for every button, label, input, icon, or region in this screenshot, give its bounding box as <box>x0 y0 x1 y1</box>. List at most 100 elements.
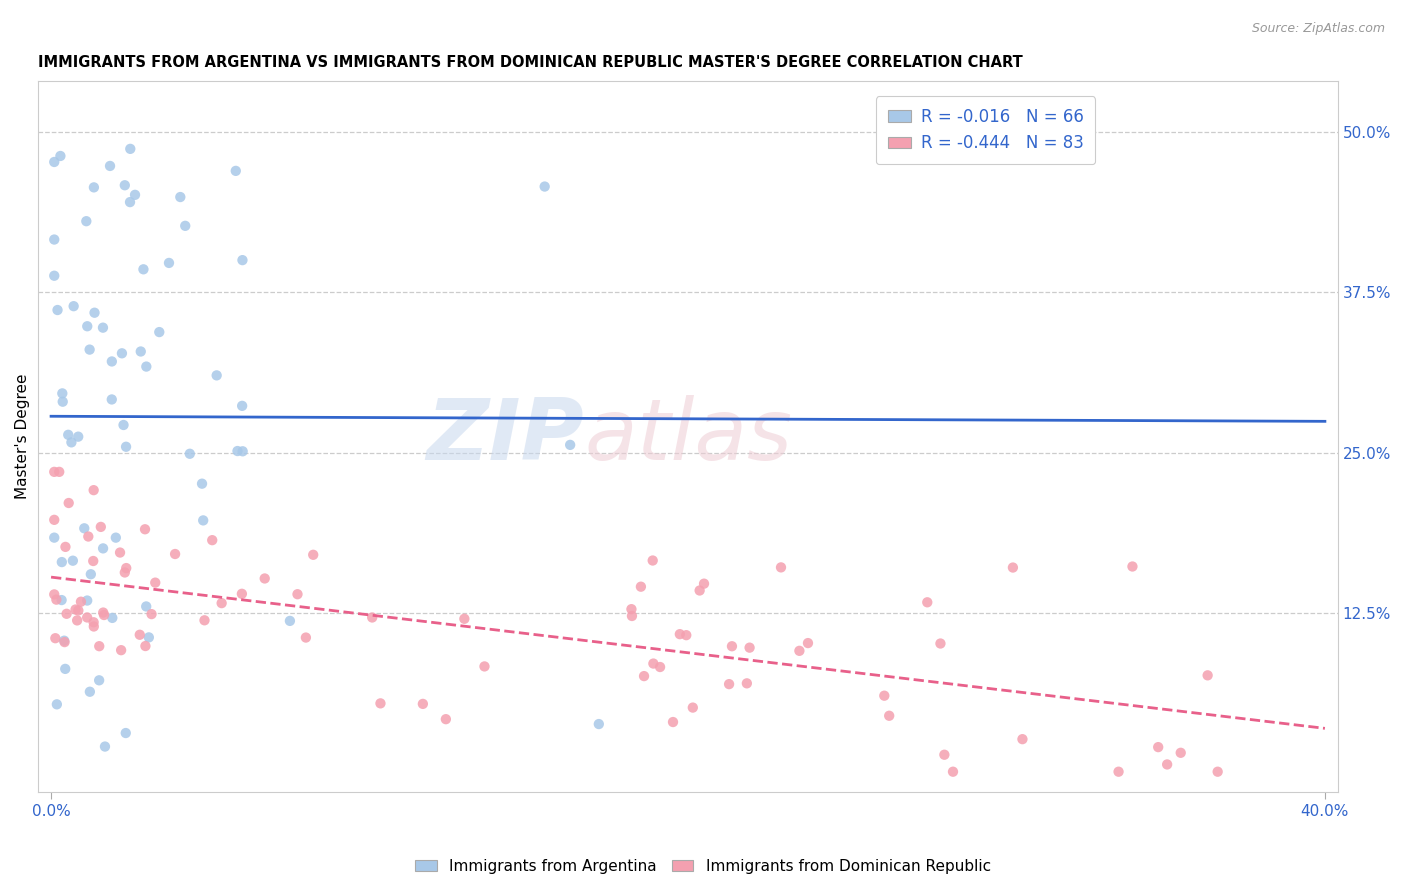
Point <box>157 256 180 270</box>
Point <box>370 697 392 711</box>
Point <box>76 319 98 334</box>
Point <box>79 343 101 357</box>
Point <box>253 572 276 586</box>
Text: IMMIGRANTS FROM ARGENTINA VS IMMIGRANTS FROM DOMINICAN REPUBLIC MASTER'S DEGREE : IMMIGRANTS FROM ARGENTINA VS IMMIGRANTS … <box>38 55 1024 70</box>
Point <box>101 354 124 368</box>
Point <box>689 583 711 598</box>
Point <box>693 576 716 591</box>
Point <box>115 561 138 575</box>
Point <box>295 631 318 645</box>
Point <box>53 633 76 648</box>
Point <box>55 607 77 621</box>
Point <box>287 587 309 601</box>
Point <box>134 639 156 653</box>
Point <box>45 698 67 712</box>
Point <box>51 386 73 401</box>
Point <box>620 602 643 616</box>
Point <box>533 179 555 194</box>
Point <box>361 610 384 624</box>
Point <box>148 325 170 339</box>
Point <box>1170 746 1192 760</box>
Point <box>44 587 66 601</box>
Point <box>1197 668 1219 682</box>
Point <box>560 438 582 452</box>
Point <box>231 253 253 268</box>
Point <box>934 747 956 762</box>
Point <box>641 553 664 567</box>
Point <box>115 440 138 454</box>
Point <box>633 669 655 683</box>
Point <box>114 566 136 580</box>
Point <box>789 644 811 658</box>
Point <box>193 613 215 627</box>
Legend: Immigrants from Argentina, Immigrants from Dominican Republic: Immigrants from Argentina, Immigrants fr… <box>409 853 997 880</box>
Point <box>83 619 105 633</box>
Point <box>211 596 233 610</box>
Point <box>873 689 896 703</box>
Point <box>675 628 697 642</box>
Point <box>91 541 114 556</box>
Point <box>226 444 249 458</box>
Point <box>797 636 820 650</box>
Point <box>114 178 136 193</box>
Point <box>83 483 105 498</box>
Point <box>169 190 191 204</box>
Point <box>225 164 247 178</box>
Point <box>620 609 643 624</box>
Point <box>104 531 127 545</box>
Point <box>93 607 115 622</box>
Point <box>91 320 114 334</box>
Point <box>70 595 93 609</box>
Point <box>108 545 131 559</box>
Point <box>83 180 105 194</box>
Point <box>58 427 80 442</box>
Point <box>174 219 197 233</box>
Point <box>62 299 84 313</box>
Point <box>48 465 70 479</box>
Point <box>669 627 692 641</box>
Point <box>76 593 98 607</box>
Point <box>434 712 457 726</box>
Point <box>75 214 97 228</box>
Point <box>100 392 122 407</box>
Point <box>662 714 685 729</box>
Point <box>89 673 111 688</box>
Point <box>120 142 142 156</box>
Point <box>77 529 100 543</box>
Point <box>278 614 301 628</box>
Point <box>682 700 704 714</box>
Point <box>769 560 792 574</box>
Point <box>1121 559 1143 574</box>
Point <box>89 639 111 653</box>
Point <box>191 476 214 491</box>
Point <box>630 580 652 594</box>
Point <box>67 603 90 617</box>
Point <box>110 643 132 657</box>
Point <box>135 359 157 374</box>
Point <box>46 303 69 318</box>
Point <box>1108 764 1130 779</box>
Point <box>80 567 103 582</box>
Point <box>1011 732 1033 747</box>
Point <box>82 554 104 568</box>
Point <box>129 344 152 359</box>
Point <box>721 639 744 653</box>
Point <box>44 631 66 645</box>
Point <box>917 595 939 609</box>
Text: ZIP: ZIP <box>426 395 583 478</box>
Text: Source: ZipAtlas.com: Source: ZipAtlas.com <box>1251 22 1385 36</box>
Point <box>83 306 105 320</box>
Point <box>66 614 89 628</box>
Point <box>67 430 90 444</box>
Point <box>53 662 76 676</box>
Point <box>474 659 496 673</box>
Point <box>942 764 965 779</box>
Point <box>143 575 166 590</box>
Y-axis label: Master's Degree: Master's Degree <box>15 374 30 500</box>
Point <box>1001 560 1024 574</box>
Text: atlas: atlas <box>583 395 792 478</box>
Point <box>231 587 253 601</box>
Point <box>44 465 66 479</box>
Point <box>231 399 253 413</box>
Point <box>49 149 72 163</box>
